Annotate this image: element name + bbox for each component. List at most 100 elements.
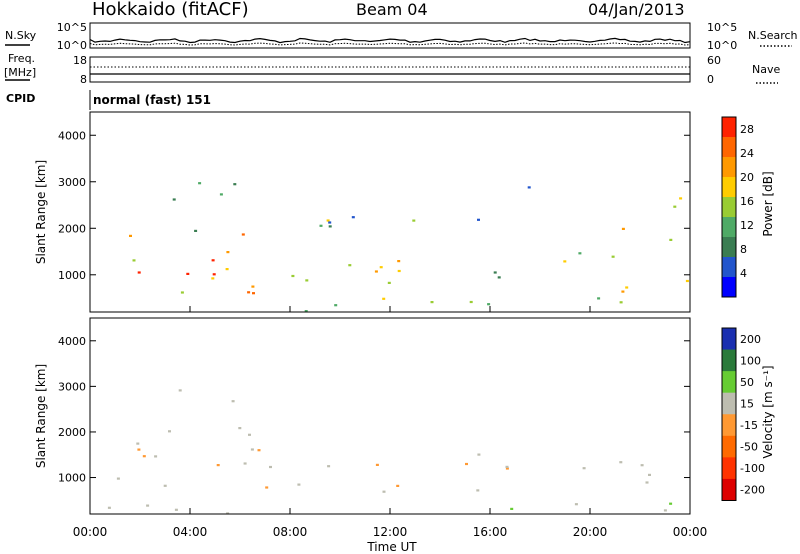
data-cell bbox=[397, 269, 401, 273]
power-heatmap bbox=[129, 182, 689, 313]
colorbar-segment bbox=[722, 328, 736, 351]
data-cell bbox=[297, 483, 301, 486]
scatter-band bbox=[621, 238, 689, 293]
data-cell bbox=[487, 303, 491, 306]
scatter-band bbox=[348, 260, 401, 284]
data-cell bbox=[611, 255, 615, 258]
data-cell bbox=[238, 427, 242, 430]
data-cell bbox=[136, 442, 140, 445]
freq-panel-frame bbox=[89, 56, 691, 83]
colorbar-segment bbox=[722, 217, 736, 238]
scatter-band bbox=[527, 186, 531, 189]
data-cell bbox=[619, 461, 623, 464]
colorbar-segment bbox=[722, 137, 736, 158]
scatter-band bbox=[107, 502, 673, 515]
cpid-label: CPID bbox=[6, 92, 35, 105]
noise-tick-right-top: 10^5 bbox=[707, 21, 737, 34]
scatter-band bbox=[137, 259, 216, 276]
data-cell bbox=[180, 291, 184, 294]
colorbar-tick-label: 28 bbox=[740, 123, 754, 136]
data-cell bbox=[326, 219, 330, 222]
colorbar-segment bbox=[722, 371, 736, 394]
scatter-band bbox=[168, 389, 251, 436]
data-cell bbox=[510, 507, 514, 510]
colorbar-segment bbox=[722, 435, 736, 458]
data-cell bbox=[669, 502, 673, 505]
data-cell bbox=[669, 238, 673, 241]
data-cell bbox=[198, 182, 202, 185]
data-cell bbox=[625, 286, 629, 289]
colorbar-segment bbox=[722, 414, 736, 437]
data-cell bbox=[663, 509, 667, 512]
data-cell bbox=[168, 430, 171, 433]
noise-tick-right-bottom: 10^0 bbox=[707, 39, 737, 52]
nave-label: Nave bbox=[752, 63, 780, 76]
scatter-band bbox=[129, 233, 255, 295]
colorbar-tick-label: 24 bbox=[740, 147, 754, 160]
scatter-band bbox=[265, 463, 400, 493]
data-cell bbox=[219, 193, 223, 196]
data-cell bbox=[186, 272, 190, 275]
colorbar-tick-label: 8 bbox=[740, 243, 747, 256]
data-cell bbox=[505, 467, 509, 470]
data-cell bbox=[305, 279, 309, 282]
colorbar-tick-label: 12 bbox=[740, 219, 754, 232]
nave-tick-bottom: 0 bbox=[707, 73, 714, 86]
data-cell bbox=[251, 285, 255, 288]
power-y-label: Slant Range [km] bbox=[34, 160, 48, 264]
data-cell bbox=[597, 297, 601, 300]
power-colorbar: 4 8 12 16 20 24 28 bbox=[721, 116, 754, 298]
data-cell bbox=[231, 400, 235, 403]
freq-label: Freq. bbox=[8, 52, 35, 65]
data-cell bbox=[679, 197, 683, 200]
data-cell bbox=[163, 484, 167, 487]
data-cell bbox=[673, 205, 677, 208]
colorbar-segment bbox=[722, 457, 736, 480]
freq-unit: [MHz] bbox=[4, 66, 36, 79]
colorbar-segment bbox=[722, 277, 736, 298]
colorbar-tick-label: 15 bbox=[740, 397, 754, 410]
data-cell bbox=[211, 277, 215, 280]
x-tick-label: 00:00 bbox=[673, 525, 708, 539]
data-cell bbox=[469, 300, 473, 304]
data-cell bbox=[226, 512, 230, 515]
velocity-panel-frame bbox=[89, 317, 691, 515]
date-title: 04/Jan/2013 bbox=[588, 0, 685, 19]
data-cell bbox=[477, 218, 480, 221]
data-cell bbox=[233, 183, 237, 186]
x-tick-label: 08:00 bbox=[273, 525, 308, 539]
x-tick-label: 04:00 bbox=[173, 525, 208, 539]
data-cell bbox=[212, 273, 216, 276]
scatter-band bbox=[116, 442, 261, 487]
data-cell bbox=[137, 271, 141, 274]
data-cell bbox=[137, 448, 141, 451]
data-cell bbox=[382, 297, 386, 300]
data-cell bbox=[241, 233, 245, 236]
station-title: Hokkaido (fitACF) bbox=[92, 0, 249, 20]
data-cell bbox=[648, 473, 651, 476]
data-cell bbox=[412, 219, 416, 222]
velocity-heatmap bbox=[107, 389, 673, 515]
nsearch-label: N.Search bbox=[748, 29, 798, 42]
colorbar-tick-label: 20 bbox=[740, 171, 754, 184]
data-cell bbox=[250, 448, 254, 451]
nave-tick-top: 60 bbox=[707, 54, 721, 67]
scatter-band bbox=[374, 266, 383, 273]
time-x-axis: 00:00 04:00 08:00 12:00 16:00 20:00 00:00 bbox=[73, 306, 708, 539]
colorbar-tick-label: -50 bbox=[740, 441, 758, 454]
data-cell bbox=[257, 449, 261, 452]
colorbar-segment bbox=[722, 392, 736, 415]
x-tick-label: 00:00 bbox=[73, 525, 108, 539]
data-cell bbox=[129, 234, 132, 237]
data-cell bbox=[397, 260, 401, 263]
velocity-y-axis: 1000 2000 3000 4000 bbox=[58, 335, 690, 485]
data-cell bbox=[621, 290, 625, 293]
data-cell bbox=[465, 462, 468, 466]
data-cell bbox=[375, 463, 379, 466]
colorbar-tick-label: -100 bbox=[740, 462, 765, 475]
y-tick-label: 3000 bbox=[58, 380, 86, 393]
data-cell bbox=[252, 292, 255, 295]
y-tick-label: 4000 bbox=[58, 335, 86, 348]
y-tick-label: 3000 bbox=[58, 176, 86, 189]
